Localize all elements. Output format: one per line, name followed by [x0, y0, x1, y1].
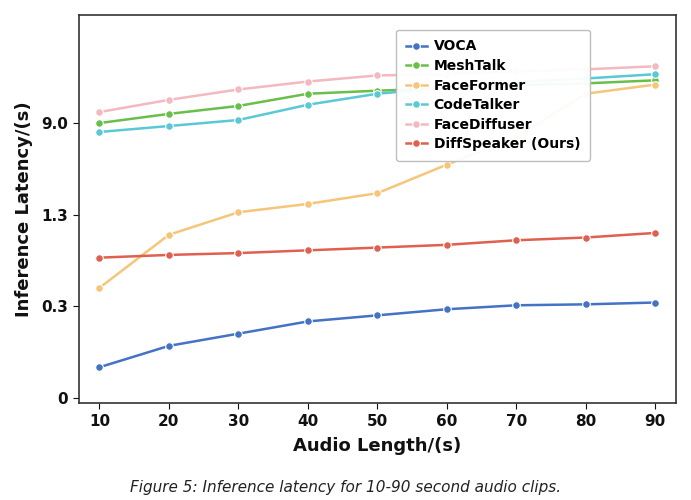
FaceFormer [95, 285, 104, 291]
DiffSpeaker (Ours) [512, 238, 520, 244]
DiffSpeaker (Ours) [582, 234, 590, 240]
MeshTalk [234, 103, 243, 109]
DiffSpeaker (Ours) [651, 230, 659, 236]
FaceDiffuser [373, 72, 381, 78]
FaceFormer [304, 201, 312, 207]
X-axis label: Audio Length/(s): Audio Length/(s) [293, 437, 462, 455]
FaceFormer [512, 134, 520, 140]
DiffSpeaker (Ours) [234, 250, 243, 256]
MeshTalk [304, 90, 312, 96]
FaceDiffuser [164, 97, 173, 103]
FaceDiffuser [512, 68, 520, 74]
Line: FaceDiffuser: FaceDiffuser [95, 62, 659, 116]
Line: MeshTalk: MeshTalk [95, 76, 659, 127]
CodeTalker [512, 79, 520, 85]
VOCA [512, 302, 520, 308]
CodeTalker [373, 90, 381, 96]
FaceDiffuser [234, 86, 243, 92]
VOCA [95, 364, 104, 370]
CodeTalker [234, 117, 243, 123]
CodeTalker [95, 129, 104, 135]
Legend: VOCA, MeshTalk, FaceFormer, CodeTalker, FaceDiffuser, DiffSpeaker (Ours): VOCA, MeshTalk, FaceFormer, CodeTalker, … [396, 30, 590, 161]
VOCA [234, 330, 243, 336]
FaceDiffuser [304, 78, 312, 84]
VOCA [373, 312, 381, 318]
FaceDiffuser [651, 64, 659, 70]
MeshTalk [512, 82, 520, 88]
FaceDiffuser [443, 71, 451, 77]
VOCA [443, 306, 451, 312]
VOCA [651, 300, 659, 306]
FaceDiffuser [95, 109, 104, 115]
FaceFormer [651, 82, 659, 87]
MeshTalk [651, 78, 659, 84]
Line: VOCA: VOCA [95, 298, 659, 371]
FaceFormer [582, 90, 590, 96]
MeshTalk [164, 111, 173, 117]
Line: FaceFormer: FaceFormer [95, 81, 659, 292]
VOCA [164, 343, 173, 349]
CodeTalker [304, 102, 312, 107]
MeshTalk [95, 120, 104, 126]
DiffSpeaker (Ours) [373, 244, 381, 250]
DiffSpeaker (Ours) [304, 248, 312, 254]
FaceFormer [443, 162, 451, 168]
CodeTalker [651, 71, 659, 77]
CodeTalker [164, 123, 173, 129]
DiffSpeaker (Ours) [164, 252, 173, 258]
FaceFormer [164, 232, 173, 238]
DiffSpeaker (Ours) [95, 254, 104, 260]
DiffSpeaker (Ours) [443, 242, 451, 248]
Line: DiffSpeaker (Ours): DiffSpeaker (Ours) [95, 229, 659, 262]
VOCA [304, 318, 312, 324]
FaceFormer [234, 209, 243, 215]
Text: Figure 5: Inference latency for 10-90 second audio clips.: Figure 5: Inference latency for 10-90 se… [130, 480, 561, 495]
MeshTalk [582, 80, 590, 86]
VOCA [582, 302, 590, 308]
CodeTalker [582, 76, 590, 82]
FaceFormer [373, 190, 381, 196]
FaceDiffuser [582, 66, 590, 72]
Y-axis label: Inference Latency/(s): Inference Latency/(s) [15, 102, 33, 317]
MeshTalk [443, 86, 451, 91]
MeshTalk [373, 88, 381, 94]
CodeTalker [443, 84, 451, 90]
Line: CodeTalker: CodeTalker [95, 70, 659, 136]
